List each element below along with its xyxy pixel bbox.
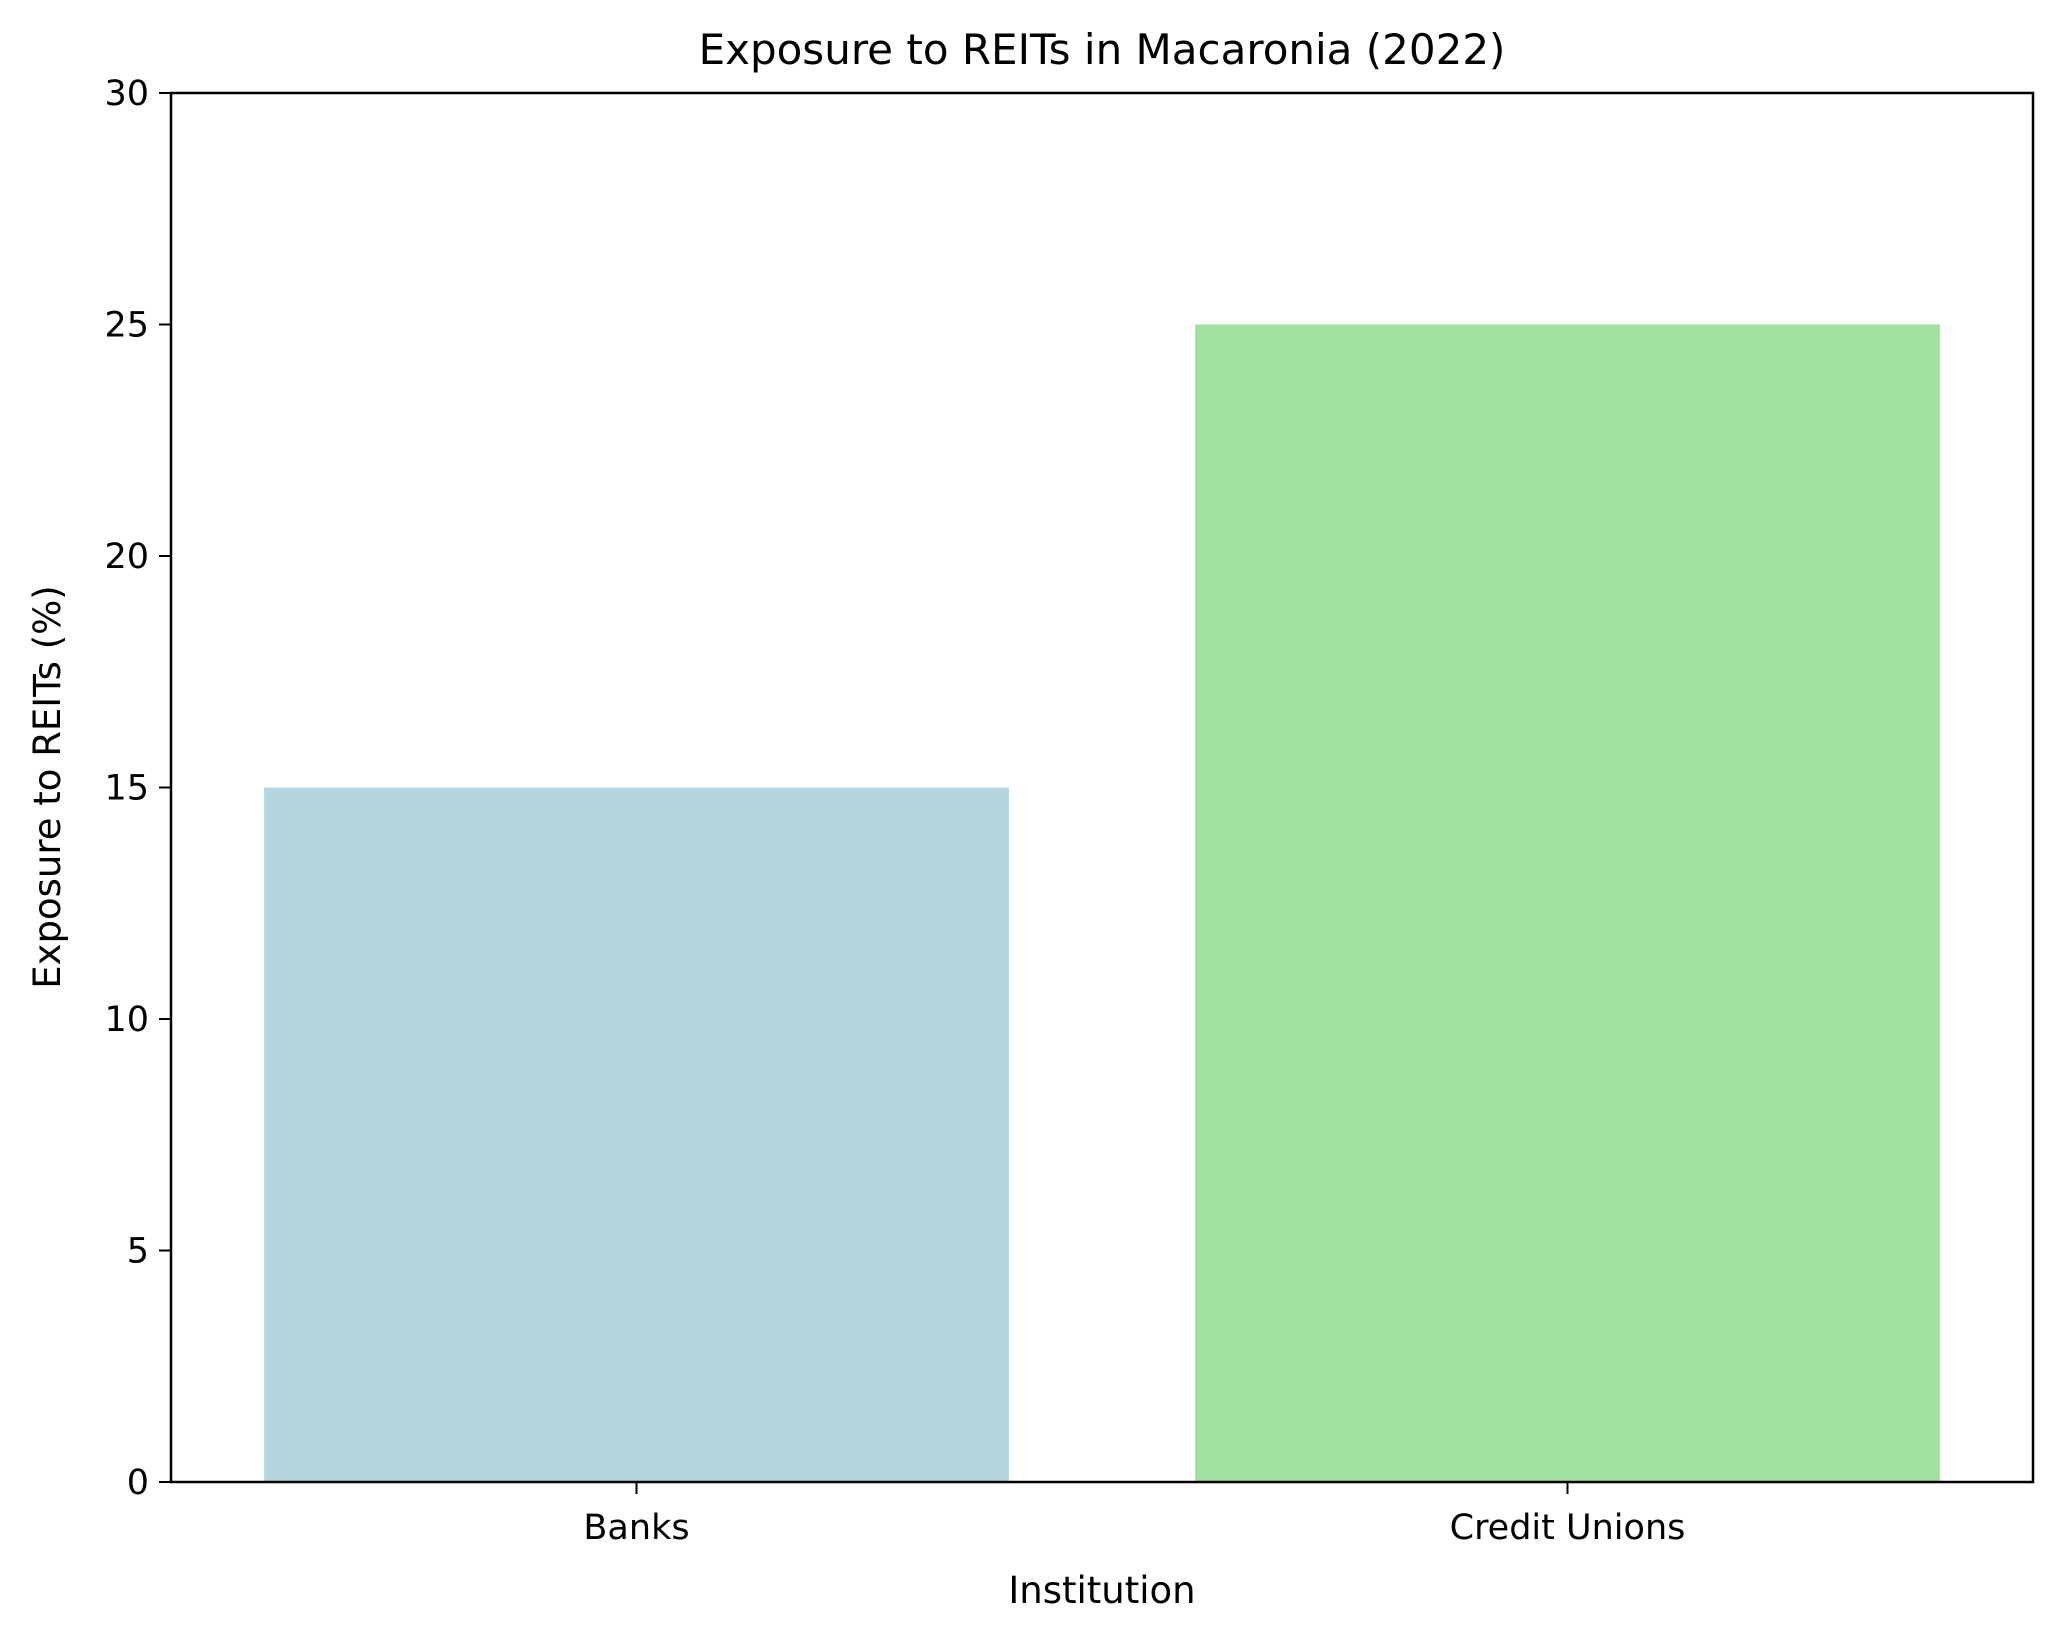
bars-group: [264, 324, 1940, 1482]
y-tick-label: 20: [104, 537, 149, 577]
x-tick-label: Credit Unions: [1450, 1508, 1686, 1548]
y-axis-label: Exposure to REITs (%): [26, 585, 69, 989]
y-tick-label: 25: [104, 306, 149, 346]
x-axis-label: Institution: [1008, 1569, 1195, 1612]
plot-area-frame: [169, 91, 2035, 1484]
bar-banks: [264, 787, 1009, 1482]
y-tick-label: 15: [104, 769, 149, 809]
x-tick-label: Banks: [583, 1508, 689, 1548]
bar-credit-unions: [1195, 324, 1940, 1482]
y-tick-label: 5: [127, 1232, 149, 1272]
y-tick-label: 10: [104, 1000, 149, 1040]
x-axis-ticks: Banks Credit Unions: [583, 1482, 1685, 1548]
chart-title: Exposure to REITs in Macaronia (2022): [699, 25, 1506, 74]
y-axis-ticks: 0 5 10 15 20 25 30: [104, 74, 171, 1503]
y-tick-label: 30: [104, 74, 149, 114]
y-tick-label: 0: [127, 1463, 149, 1503]
